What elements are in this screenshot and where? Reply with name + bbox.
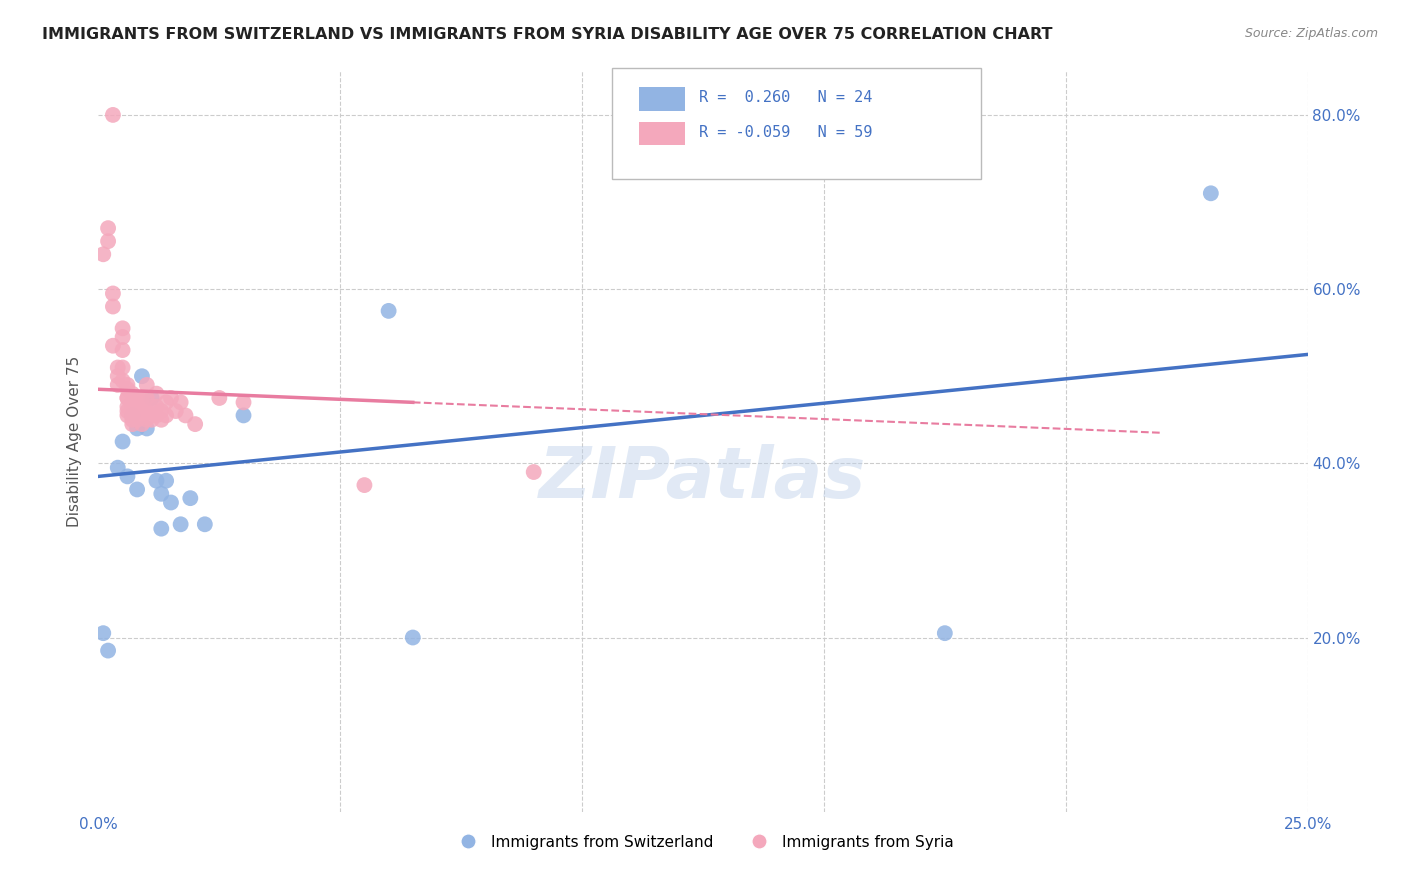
Point xyxy=(194,517,217,532)
Point xyxy=(1199,186,1222,201)
FancyBboxPatch shape xyxy=(613,68,981,178)
Point xyxy=(141,400,163,414)
Point xyxy=(101,286,124,301)
Point xyxy=(117,469,139,483)
Bar xyxy=(638,121,685,145)
Point xyxy=(111,360,134,375)
Point xyxy=(107,369,129,384)
Point xyxy=(155,395,177,409)
Point xyxy=(135,413,157,427)
Point xyxy=(111,330,134,344)
Point xyxy=(127,421,149,435)
Point xyxy=(523,465,546,479)
Point xyxy=(145,386,167,401)
Point xyxy=(91,247,114,261)
Point xyxy=(107,460,129,475)
Point xyxy=(111,321,134,335)
Point xyxy=(232,395,254,409)
Point xyxy=(131,400,153,414)
Text: R =  0.260   N = 24: R = 0.260 N = 24 xyxy=(699,90,873,104)
Point xyxy=(117,382,139,396)
Text: R = -0.059   N = 59: R = -0.059 N = 59 xyxy=(699,125,873,139)
Point xyxy=(101,300,124,314)
Point xyxy=(101,339,124,353)
Point xyxy=(127,400,149,414)
Y-axis label: Disability Age Over 75: Disability Age Over 75 xyxy=(67,356,83,527)
Point xyxy=(165,404,187,418)
Point xyxy=(155,474,177,488)
Point xyxy=(145,409,167,423)
Point xyxy=(141,391,163,405)
Point xyxy=(402,631,425,645)
Point xyxy=(111,343,134,357)
Point xyxy=(101,108,124,122)
Point xyxy=(117,404,139,418)
Point xyxy=(131,409,153,423)
Point xyxy=(131,369,153,384)
Point xyxy=(150,404,173,418)
Point xyxy=(160,391,183,405)
Point xyxy=(121,413,143,427)
Point xyxy=(135,421,157,435)
Point xyxy=(150,487,173,501)
Point xyxy=(127,413,149,427)
Point xyxy=(135,404,157,418)
Point xyxy=(131,417,153,431)
Point xyxy=(150,522,173,536)
Point xyxy=(127,409,149,423)
Point xyxy=(150,413,173,427)
Point xyxy=(121,386,143,401)
Legend: Immigrants from Switzerland, Immigrants from Syria: Immigrants from Switzerland, Immigrants … xyxy=(446,829,960,856)
Point xyxy=(208,391,231,405)
Point xyxy=(141,413,163,427)
Text: Source: ZipAtlas.com: Source: ZipAtlas.com xyxy=(1244,27,1378,40)
Point xyxy=(127,391,149,405)
Point xyxy=(160,495,183,509)
Point xyxy=(121,409,143,423)
Point xyxy=(155,409,177,423)
Point xyxy=(135,391,157,405)
Point xyxy=(117,391,139,405)
Point xyxy=(97,234,120,248)
Point xyxy=(377,304,399,318)
Point xyxy=(121,400,143,414)
Point xyxy=(121,409,143,423)
Point xyxy=(117,378,139,392)
Text: ZIPatlas: ZIPatlas xyxy=(540,444,866,513)
Point xyxy=(232,409,254,423)
Point xyxy=(117,409,139,423)
Point xyxy=(91,626,114,640)
Point xyxy=(107,378,129,392)
Point xyxy=(934,626,956,640)
Point xyxy=(353,478,375,492)
Point xyxy=(145,400,167,414)
Point xyxy=(127,483,149,497)
Point xyxy=(97,643,120,657)
Text: IMMIGRANTS FROM SWITZERLAND VS IMMIGRANTS FROM SYRIA DISABILITY AGE OVER 75 CORR: IMMIGRANTS FROM SWITZERLAND VS IMMIGRANT… xyxy=(42,27,1053,42)
Point xyxy=(111,434,134,449)
Point xyxy=(169,517,191,532)
Point xyxy=(174,409,197,423)
Point xyxy=(117,391,139,405)
Point xyxy=(169,395,191,409)
Point xyxy=(111,374,134,388)
Point xyxy=(179,491,201,505)
Point xyxy=(117,400,139,414)
Point xyxy=(121,417,143,431)
Point xyxy=(127,391,149,405)
Point xyxy=(135,378,157,392)
Point xyxy=(184,417,207,431)
Point xyxy=(107,360,129,375)
Point xyxy=(131,391,153,405)
Point xyxy=(97,221,120,235)
Bar xyxy=(638,87,685,111)
Point xyxy=(145,474,167,488)
Point xyxy=(121,404,143,418)
